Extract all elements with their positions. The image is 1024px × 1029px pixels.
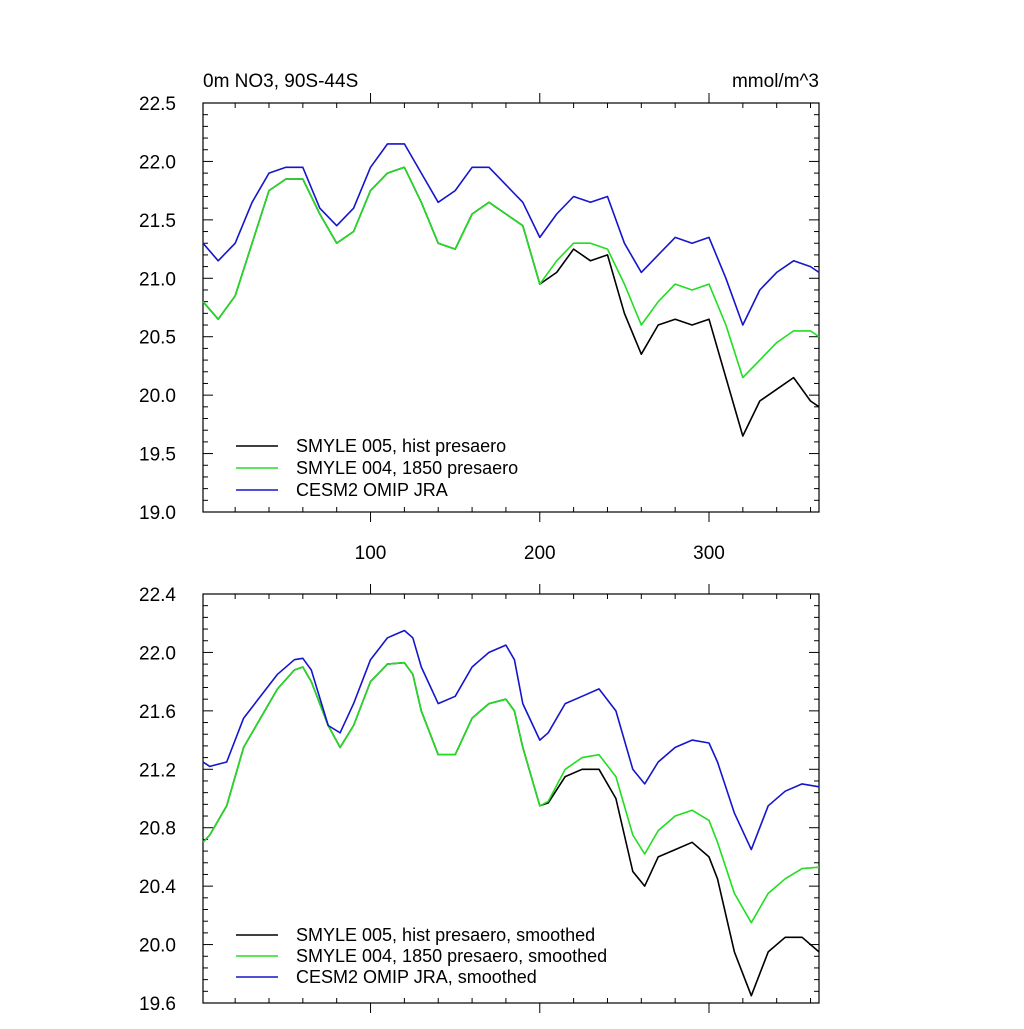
series-line-1	[202, 166, 820, 437]
bottom-panel: 19.6 20.0 20.4 20.8 21.2 21.6 22.0 22.4 SMYLE 00…	[139, 584, 820, 1015]
legend-label-2: SMYLE 004, 1850 presaero, smoothed	[296, 946, 607, 966]
plot-frame	[202, 593, 820, 1004]
x-tick-label: 100	[355, 543, 387, 564]
y-tick-label: 22.5	[139, 94, 176, 115]
y-tick-label: 20.0	[139, 386, 176, 407]
y-tick-label: 20.5	[139, 328, 176, 349]
y-tick-label: 19.6	[139, 994, 176, 1015]
y-tick-label: 19.5	[139, 445, 176, 466]
legend-label-1: SMYLE 005, hist presaero	[296, 436, 506, 456]
y-tick-label: 22.0	[139, 643, 176, 664]
y-tick-label: 20.0	[139, 936, 176, 957]
legend-label-2: SMYLE 004, 1850 presaero	[296, 458, 518, 478]
legend-label-3: CESM2 OMIP JRA, smoothed	[296, 967, 537, 987]
y-tick-label: 21.5	[139, 211, 176, 232]
plot-frame	[202, 102, 820, 513]
x-tick-label: 200	[524, 543, 556, 564]
chart-title: 0m NO3, 90S-44S	[203, 71, 358, 92]
y-tick-label: 20.8	[139, 819, 176, 840]
series-line-3	[202, 629, 820, 851]
series-line-2	[202, 661, 820, 924]
y-tick-label: 21.2	[139, 760, 176, 781]
legend-label-3: CESM2 OMIP JRA	[296, 480, 448, 500]
y-tick-label: 22.0	[139, 152, 176, 173]
y-tick-label: 21.6	[139, 702, 176, 723]
series-line-2	[202, 166, 820, 379]
units-label: mmol/m^3	[732, 71, 819, 92]
y-tick-label: 21.0	[139, 269, 176, 290]
y-tick-label: 22.4	[139, 585, 176, 606]
x-tick-label: 300	[693, 543, 725, 564]
top-panel: 19.0 19.5 20.0 20.5 21.0 21.5 22.0 22.5 100 200 30…	[139, 71, 820, 564]
y-tick-label: 19.0	[139, 503, 176, 524]
legend-label-1: SMYLE 005, hist presaero, smoothed	[296, 925, 595, 945]
y-tick-label: 20.4	[139, 877, 176, 898]
series-line-3	[202, 143, 820, 326]
